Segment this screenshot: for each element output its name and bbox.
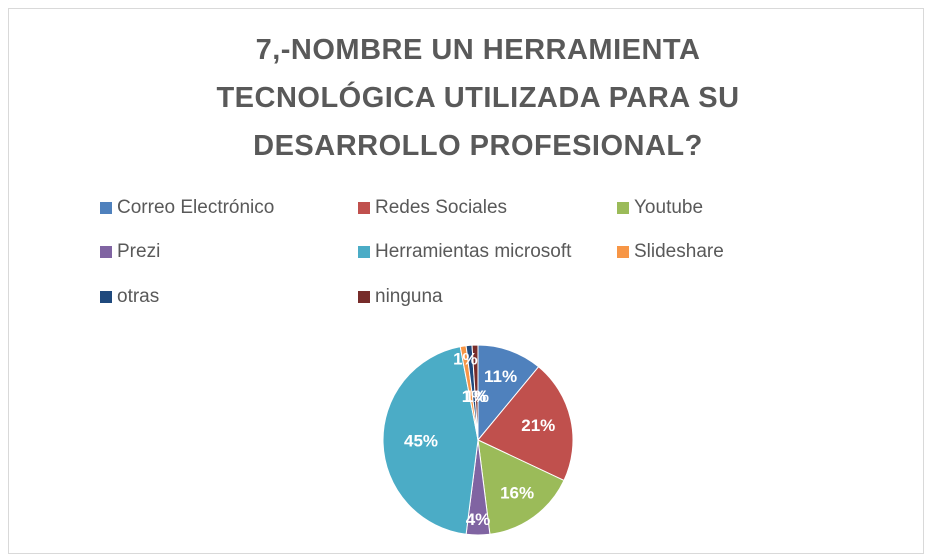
data-label: 21%	[521, 416, 555, 435]
legend-label: Redes Sociales	[375, 197, 507, 218]
legend-label: ninguna	[375, 286, 443, 307]
chart-title: 7,-NOMBRE UN HERRAMIENTA TECNOLÓGICA UTI…	[216, 34, 740, 162]
legend-swatch	[100, 202, 112, 214]
legend-swatch	[617, 246, 629, 258]
data-label: 16%	[500, 483, 534, 502]
pie-slice	[477, 366, 574, 482]
legend-swatch	[100, 291, 112, 303]
legend-swatch	[358, 246, 370, 258]
legend-label: Slideshare	[634, 241, 724, 262]
legend-label: Herramientas microsoft	[375, 241, 572, 262]
pie-slice	[471, 344, 479, 441]
data-label: 45%	[404, 431, 438, 450]
data-label: 1%	[453, 350, 478, 369]
legend-label: Correo Electrónico	[117, 197, 274, 218]
chart-frame	[8, 8, 924, 554]
legend-label: Prezi	[117, 241, 160, 262]
legend-label: otras	[117, 286, 159, 307]
pie-slice	[477, 344, 540, 442]
data-label: 11%	[484, 367, 517, 386]
legend-label: Youtube	[634, 197, 703, 218]
data-label: 1%	[462, 387, 487, 406]
data-label: 1%	[464, 387, 489, 406]
pie-slice	[477, 439, 565, 535]
legend-swatch	[358, 291, 370, 303]
legend-swatch	[100, 246, 112, 258]
legend-swatch	[617, 202, 629, 214]
legend-swatch	[358, 202, 370, 214]
pie-slice	[382, 346, 479, 535]
data-label: 4%	[466, 510, 491, 529]
